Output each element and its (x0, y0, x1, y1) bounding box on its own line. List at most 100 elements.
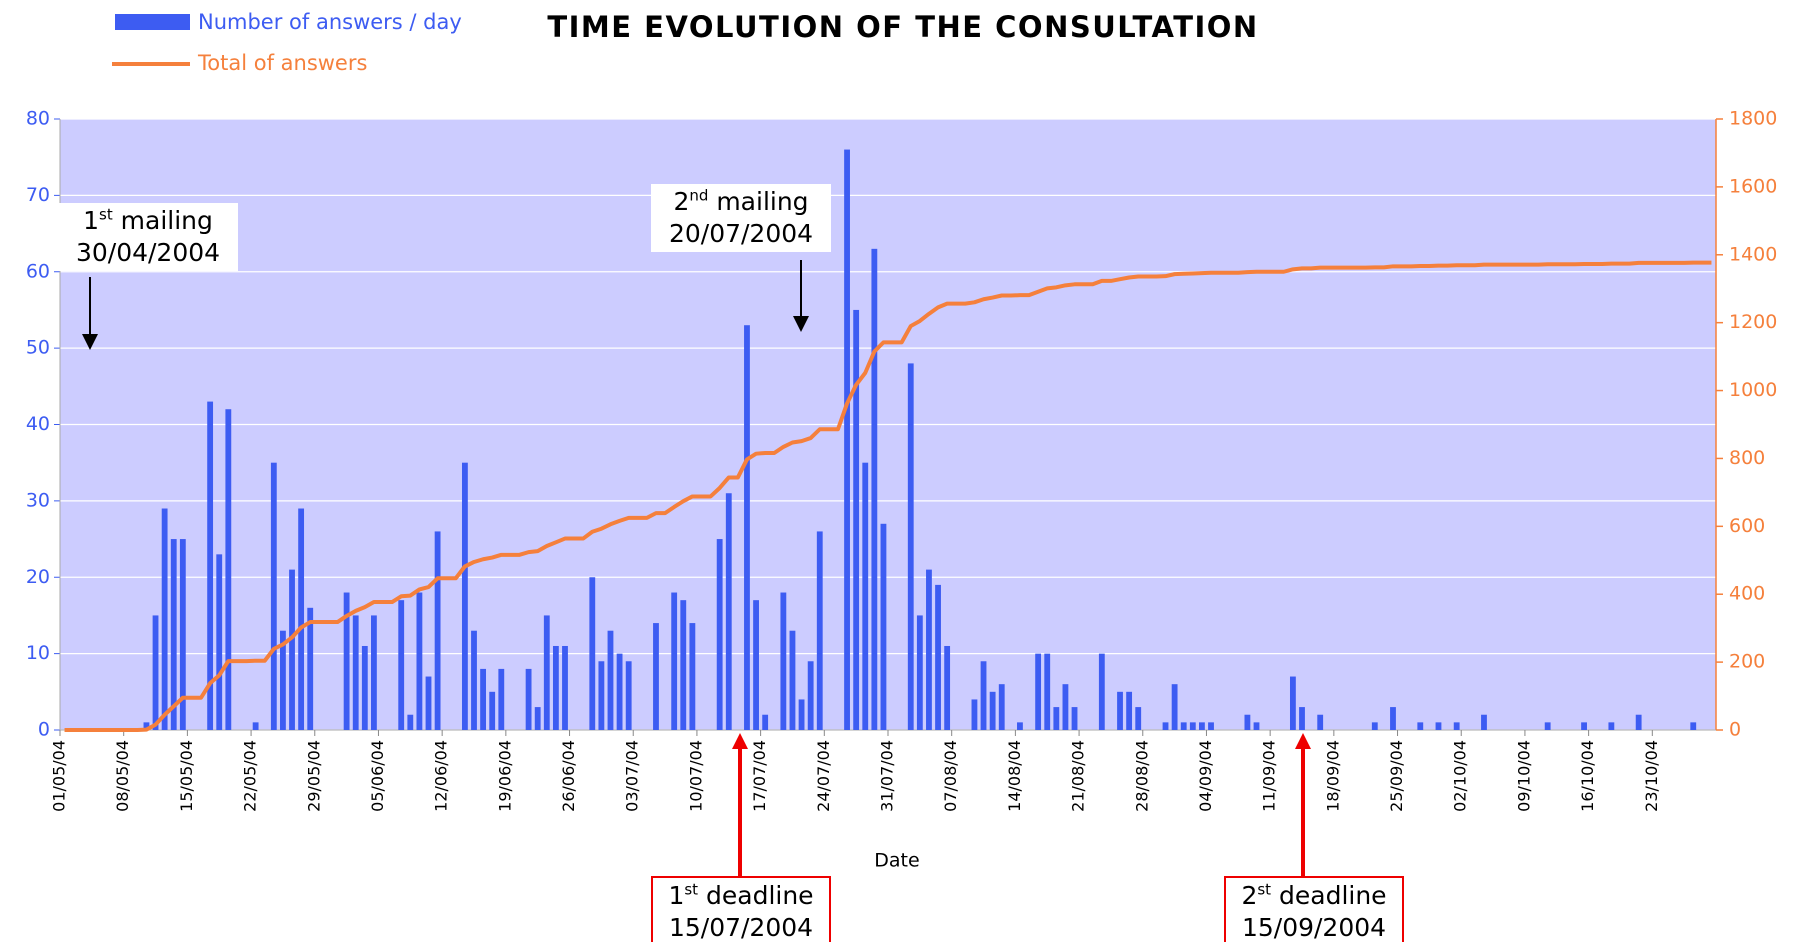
bar (216, 554, 223, 730)
bar (416, 592, 423, 730)
bar (252, 722, 259, 730)
bar (161, 508, 168, 730)
bar (935, 584, 941, 730)
y-tick-label: 10 (26, 642, 50, 664)
y2-tick-label: 1600 (1729, 175, 1777, 197)
bar (1199, 722, 1205, 730)
bar (562, 645, 568, 730)
arrow-head (82, 334, 98, 350)
bar (844, 149, 850, 731)
x-tick-label: 19/06/04 (495, 740, 514, 812)
bar (361, 645, 368, 730)
x-tick-label: 05/06/04 (368, 740, 387, 812)
bar (1117, 691, 1123, 730)
bar (425, 676, 432, 730)
y-tick-label: 70 (26, 184, 50, 206)
line (64, 260, 1712, 732)
y2-tick-label: 1400 (1729, 243, 1777, 265)
x-tick-label: 23/10/04 (1642, 740, 1661, 812)
bar (725, 493, 732, 730)
bar (689, 623, 696, 730)
bar (170, 539, 177, 730)
bar (1453, 722, 1460, 730)
x-tick-label: 11/09/04 (1260, 740, 1279, 812)
bar (280, 630, 286, 730)
bar (1581, 722, 1587, 730)
bar (1017, 722, 1023, 730)
bar (926, 569, 932, 730)
bar (1317, 714, 1324, 730)
bar (853, 309, 860, 730)
bar (1390, 707, 1396, 730)
y2-tick-label: 200 (1729, 651, 1765, 673)
bar (653, 623, 659, 730)
bar (207, 401, 214, 730)
bar (1044, 653, 1051, 730)
bar (1126, 691, 1133, 730)
x-tick-label: 28/08/04 (1132, 740, 1151, 812)
bar (916, 615, 923, 730)
bar (525, 668, 532, 730)
legend-swatch (115, 14, 190, 30)
x-tick-label: 18/09/04 (1323, 740, 1342, 812)
bar (789, 630, 796, 730)
bar (1435, 722, 1442, 730)
bar (1371, 722, 1378, 730)
annotation: 1st mailing 30/04/2004 (58, 203, 238, 271)
x-tick-label: 09/10/04 (1514, 740, 1533, 812)
bar (371, 615, 377, 730)
x-tick-label: 22/05/04 (241, 740, 260, 812)
bar (398, 600, 405, 730)
bar (552, 645, 559, 730)
bar (1071, 707, 1078, 730)
x-tick-label: 03/07/04 (623, 740, 642, 812)
y2-tick-label: 800 (1729, 447, 1765, 469)
bar (289, 569, 295, 730)
bar (907, 363, 914, 730)
bar (671, 592, 678, 730)
bar (1244, 714, 1251, 730)
y-tick-label: 80 (26, 108, 50, 130)
bar (816, 531, 823, 730)
bar (1208, 722, 1214, 730)
bar (480, 668, 487, 730)
y2-tick-label: 1800 (1729, 108, 1777, 130)
bar (1171, 684, 1178, 730)
bar (871, 248, 878, 730)
x-tick-label: 02/10/04 (1451, 740, 1470, 812)
bar (352, 615, 359, 730)
y2-tick-label: 600 (1729, 515, 1765, 537)
x-tick-label: 15/05/04 (177, 740, 196, 812)
bar (607, 630, 614, 730)
y-tick-label: 40 (26, 413, 50, 435)
bar (498, 668, 505, 730)
annotation: 2nd mailing 20/07/2004 (651, 184, 831, 252)
bar (343, 592, 350, 730)
y-tick-label: 20 (26, 566, 50, 588)
x-tick-label: 25/09/04 (1387, 740, 1406, 812)
x-tick-label: 17/07/04 (750, 740, 769, 812)
bar (1635, 714, 1642, 730)
bar (489, 691, 496, 730)
bar (543, 615, 550, 730)
bar (807, 661, 814, 730)
y-tick-label: 0 (38, 719, 50, 741)
bar (1162, 722, 1169, 730)
bar (744, 325, 750, 730)
bar (1053, 707, 1060, 730)
bar (179, 539, 186, 730)
bar (1417, 722, 1424, 730)
x-tick-label: 10/07/04 (686, 740, 705, 812)
bar (989, 691, 996, 730)
bar (270, 462, 277, 730)
x-tick-label: 04/09/04 (1196, 740, 1215, 812)
arrow-head (793, 316, 809, 332)
bar (1189, 722, 1196, 730)
bar (762, 714, 769, 730)
x-tick-label: 12/06/04 (432, 740, 451, 812)
bar (534, 707, 541, 730)
arrow-head (1295, 733, 1311, 749)
bar (598, 661, 605, 730)
y2-tick-label: 400 (1729, 583, 1765, 605)
